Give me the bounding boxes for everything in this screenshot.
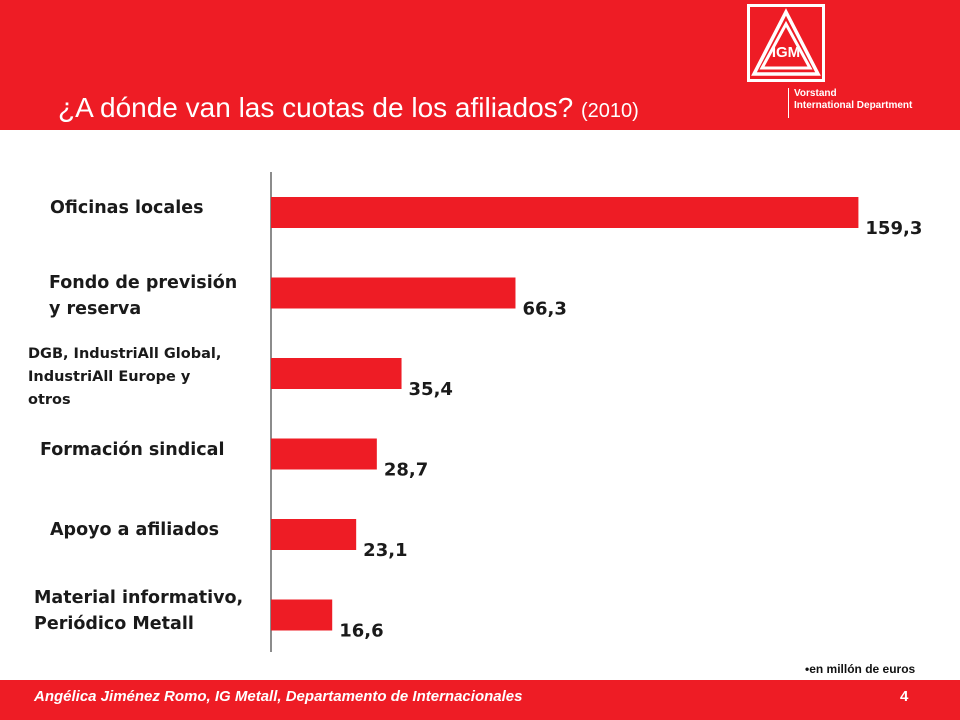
value-label-5: 23,1 [363, 540, 407, 561]
category-label-line: Oficinas locales [50, 198, 204, 218]
category-label-4: Formación sindical [40, 437, 224, 463]
org-label: Vorstand International Department [794, 88, 912, 112]
bar-3 [271, 358, 402, 389]
value-label-1: 159,3 [865, 218, 922, 239]
bar-5 [271, 519, 357, 550]
category-label-line: Fondo de previsión [49, 273, 238, 293]
bar-6 [271, 599, 333, 631]
category-label-1: Oficinas locales [50, 195, 203, 221]
ig-metall-logo: IGM [747, 4, 825, 82]
category-label-2: Fondo de previsión y reserva [49, 270, 237, 322]
unit-note: •en millón de euros [805, 662, 916, 676]
category-label-6: Material informativo, Periódico Metall [34, 585, 243, 637]
page-title-text: ¿A dónde van las cuotas de los afiliados… [58, 92, 574, 123]
category-label-line: IndustriAll Europe y [28, 369, 191, 385]
bar-2 [271, 277, 516, 309]
category-label-line: y reserva [49, 299, 142, 319]
category-label-3: DGB, IndustriAll Global, IndustriAll Euro… [28, 343, 221, 412]
category-label-line: otros [28, 392, 71, 408]
category-label-line: Material informativo, [34, 588, 244, 608]
logo-letters: IGM [772, 44, 800, 61]
category-label-line: Periódico Metall [34, 614, 194, 634]
value-label-4: 28,7 [384, 460, 428, 481]
category-label-5: Apoyo a afiliados [50, 517, 219, 543]
category-label-line: Apoyo a afiliados [50, 520, 220, 540]
category-label-line: Formación sindical [40, 440, 225, 460]
org-line-2: International Department [794, 100, 913, 111]
value-label-6: 16,6 [339, 621, 383, 642]
bar-4 [271, 438, 377, 470]
org-line-1: Vorstand [794, 88, 837, 99]
value-label-3: 35,4 [409, 379, 453, 400]
header-divider [788, 88, 789, 118]
value-label-2: 66,3 [522, 299, 566, 320]
page-title-year: (2010) [581, 100, 639, 122]
bar-1 [271, 197, 859, 228]
footer-bar [0, 680, 960, 720]
category-label-line: DGB, IndustriAll Global, [28, 346, 222, 362]
page-number: 4 [900, 688, 909, 705]
footer-text: Angélica Jiménez Romo, IG Metall, Depart… [34, 688, 523, 705]
page-title: ¿A dónde van las cuotas de los afiliados… [58, 92, 639, 124]
